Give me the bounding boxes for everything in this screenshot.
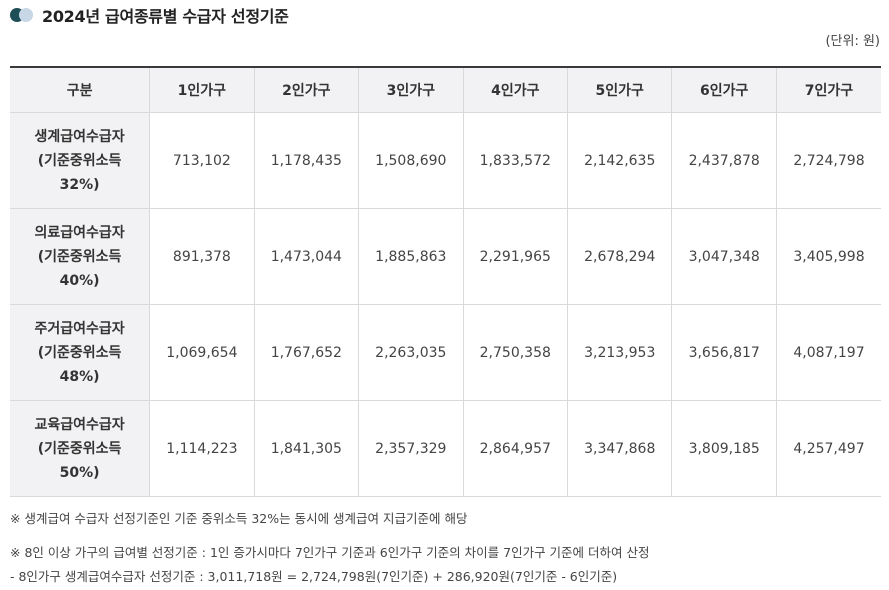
row-label: 의료급여수급자 (기준중위소득 40%) bbox=[10, 208, 151, 305]
row-label-line: (기준중위소득 bbox=[37, 152, 122, 169]
table-cell: 2,437,878 bbox=[671, 112, 777, 209]
table-header-row: 구분 1인가구 2인가구 3인가구 4인가구 5인가구 6인가구 7인가구 bbox=[10, 66, 881, 113]
unit-label: (단위: 원) bbox=[825, 34, 880, 49]
table-cell: 1,473,044 bbox=[253, 208, 360, 305]
table-cell: 1,767,652 bbox=[253, 304, 360, 401]
table-cell: 3,213,953 bbox=[567, 304, 673, 401]
table-cell: 2,263,035 bbox=[358, 304, 464, 401]
section-title: 2024년 급여종류별 수급자 선정기준 bbox=[10, 4, 289, 26]
table-cell: 3,809,185 bbox=[671, 400, 777, 497]
header-3-person: 3인가구 bbox=[358, 66, 464, 113]
criteria-table: 구분 1인가구 2인가구 3인가구 4인가구 5인가구 6인가구 7인가구 생계… bbox=[10, 66, 881, 497]
table-cell: 3,347,868 bbox=[567, 400, 673, 497]
row-label: 주거급여수급자 (기준중위소득 48%) bbox=[10, 304, 151, 401]
table-cell: 1,114,223 bbox=[149, 400, 255, 497]
header-6-person: 6인가구 bbox=[671, 66, 777, 113]
footnote: ※ 생계급여 수급자 선정기준인 기준 중위소득 32%는 동시에 생계급여 지… bbox=[10, 511, 468, 526]
footnote: ※ 8인 이상 가구의 급여별 선정기준 : 1인 증가시마다 7인가구 기준과… bbox=[10, 545, 650, 560]
header-5-person: 5인가구 bbox=[567, 66, 673, 113]
table-cell: 1,178,435 bbox=[253, 112, 360, 209]
table-cell: 3,405,998 bbox=[775, 208, 881, 305]
table-cell: 2,357,329 bbox=[358, 400, 464, 497]
table-cell: 4,087,197 bbox=[775, 304, 881, 401]
row-label-line: 48%) bbox=[59, 368, 100, 385]
header-2-person: 2인가구 bbox=[253, 66, 360, 113]
bullet-dots-icon bbox=[10, 8, 36, 22]
row-label-line: 주거급여수급자 bbox=[34, 320, 125, 337]
table-row: 생계급여수급자 (기준중위소득 32%) 713,102 1,178,435 1… bbox=[10, 112, 881, 209]
table-cell: 2,750,358 bbox=[462, 304, 569, 401]
table-cell: 2,291,965 bbox=[462, 208, 569, 305]
page-title: 2024년 급여종류별 수급자 선정기준 bbox=[42, 7, 289, 26]
row-label: 생계급여수급자 (기준중위소득 32%) bbox=[10, 112, 151, 209]
row-label: 교육급여수급자 (기준중위소득 50%) bbox=[10, 400, 151, 497]
table-cell: 2,678,294 bbox=[567, 208, 673, 305]
table-cell: 3,047,348 bbox=[671, 208, 777, 305]
table-cell: 713,102 bbox=[149, 112, 255, 209]
row-label-line: 생계급여수급자 bbox=[34, 128, 125, 145]
row-label-line: 교육급여수급자 bbox=[34, 416, 125, 433]
row-label-line: (기준중위소득 bbox=[37, 248, 122, 265]
row-label-line: 50%) bbox=[59, 464, 100, 481]
header-7-person: 7인가구 bbox=[775, 66, 881, 113]
row-label-line: 32%) bbox=[59, 176, 100, 193]
table-cell: 4,257,497 bbox=[775, 400, 881, 497]
table-cell: 891,378 bbox=[149, 208, 255, 305]
table-cell: 3,656,817 bbox=[671, 304, 777, 401]
table-cell: 1,508,690 bbox=[358, 112, 464, 209]
table-row: 주거급여수급자 (기준중위소득 48%) 1,069,654 1,767,652… bbox=[10, 304, 881, 401]
header-4-person: 4인가구 bbox=[462, 66, 569, 113]
table-cell: 1,841,305 bbox=[253, 400, 360, 497]
header-1-person: 1인가구 bbox=[149, 66, 255, 113]
table-cell: 1,885,863 bbox=[358, 208, 464, 305]
footnote: - 8인가구 생계급여수급자 선정기준 : 3,011,718원 = 2,724… bbox=[10, 569, 618, 584]
row-label-line: 40%) bbox=[59, 272, 100, 289]
row-label-line: (기준중위소득 bbox=[37, 440, 122, 457]
table-cell: 1,833,572 bbox=[462, 112, 569, 209]
table-cell: 2,142,635 bbox=[567, 112, 673, 209]
table-row: 의료급여수급자 (기준중위소득 40%) 891,378 1,473,044 1… bbox=[10, 208, 881, 305]
row-label-line: 의료급여수급자 bbox=[34, 224, 125, 241]
table-row: 교육급여수급자 (기준중위소득 50%) 1,114,223 1,841,305… bbox=[10, 400, 881, 497]
table-cell: 2,724,798 bbox=[775, 112, 881, 209]
table-cell: 1,069,654 bbox=[149, 304, 255, 401]
header-category: 구분 bbox=[10, 66, 151, 113]
row-label-line: (기준중위소득 bbox=[37, 344, 122, 361]
table-cell: 2,864,957 bbox=[462, 400, 569, 497]
